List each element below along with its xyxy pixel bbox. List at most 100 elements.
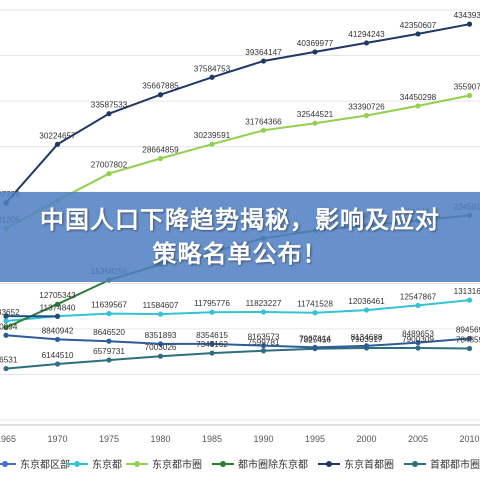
data-point — [312, 120, 318, 126]
data-label: 30224657 — [39, 131, 76, 140]
data-label: 6144510 — [42, 351, 74, 360]
data-point — [3, 318, 9, 324]
data-point — [415, 103, 421, 109]
data-label: 4343933 — [454, 11, 480, 20]
x-tick-label: 1965 — [0, 434, 16, 444]
data-point — [312, 49, 318, 55]
data-point — [466, 345, 473, 352]
legend-item: 东京都市圈 — [126, 456, 202, 471]
data-label: 7599781 — [248, 338, 280, 347]
data-label: 7003026 — [145, 343, 177, 352]
legend-label: 东京都 — [92, 460, 122, 471]
data-point — [312, 344, 318, 351]
data-point — [466, 297, 473, 303]
data-label: 894569 — [456, 325, 480, 334]
data-label: 32544521 — [297, 110, 334, 119]
legend-swatch — [318, 460, 340, 467]
data-label: 7345162 — [196, 340, 228, 349]
data-point — [54, 336, 61, 343]
legend-item: 东京首都圈 — [318, 456, 394, 471]
data-point — [3, 365, 9, 372]
data-point — [415, 340, 421, 346]
data-point — [106, 171, 112, 177]
data-label: 30239591 — [194, 131, 231, 140]
data-point — [260, 309, 267, 315]
data-point — [363, 112, 370, 119]
data-point — [54, 141, 61, 147]
series-line — [5, 94, 470, 230]
data-point — [157, 155, 164, 162]
data-label: 8840942 — [42, 326, 74, 335]
legend-label: 都市圈除东京都 — [238, 460, 308, 471]
data-label: 35667885 — [142, 82, 179, 91]
series-line — [5, 23, 470, 204]
data-point — [363, 307, 370, 313]
data-label: 11374840 — [40, 303, 76, 312]
data-label: 39364147 — [245, 48, 282, 57]
series-line — [5, 334, 470, 349]
data-label: 33587533 — [91, 101, 128, 110]
headline-title: 中国人口下降趋势揭秘，影响及应对策略名单公布！ — [40, 206, 440, 268]
data-label: 31764366 — [245, 117, 282, 126]
data-label: 8354615 — [196, 331, 228, 340]
data-label: 11741528 — [297, 300, 333, 309]
data-point — [466, 335, 473, 342]
data-point — [260, 343, 267, 349]
data-label: 7900309 — [402, 335, 434, 344]
legend-item: 东京都 — [66, 456, 122, 471]
data-point — [209, 341, 215, 347]
data-point — [106, 111, 112, 117]
legend-item: 都市圈除东京都 — [212, 456, 308, 471]
data-point — [260, 127, 267, 133]
legend-item: 首都都市圈 — [404, 456, 480, 471]
data-point — [415, 302, 421, 309]
data-label: 1313166 — [454, 287, 480, 296]
data-point — [363, 40, 370, 46]
data-label: 7903517 — [351, 335, 383, 344]
data-point — [157, 311, 164, 317]
data-point — [260, 58, 267, 64]
chart-legend: 东京都区部 东京都 东京都市圈 都市圈除东京都 东京首都圈 首都都市圈 — [0, 452, 480, 474]
data-point — [54, 361, 61, 367]
x-tick-label: 2010 — [459, 434, 479, 444]
x-tick-label: 1985 — [202, 434, 222, 444]
data-label: 7825456 — [299, 336, 331, 345]
data-point — [363, 343, 370, 349]
data-label: 37584753 — [194, 64, 231, 73]
data-point — [157, 353, 164, 359]
data-label: 12705343 — [39, 291, 76, 300]
data-label: 3559074 — [454, 82, 480, 91]
data-point — [312, 310, 318, 316]
x-tick-label: 2005 — [408, 434, 428, 444]
data-label: 28664859 — [142, 146, 179, 155]
x-tick-label: 1975 — [99, 434, 119, 444]
data-point — [3, 313, 9, 319]
series-line — [5, 299, 470, 322]
data-point — [3, 332, 9, 338]
data-point — [157, 341, 164, 347]
data-label: 34450298 — [400, 93, 437, 102]
data-label: 42350607 — [400, 21, 437, 30]
data-point — [209, 141, 215, 147]
data-label: 11584607 — [143, 301, 179, 310]
legend-label: 东京都市圈 — [152, 460, 202, 471]
data-label: 40369977 — [297, 39, 334, 48]
data-point — [415, 345, 421, 351]
legend-swatch — [404, 460, 426, 467]
data-point — [3, 324, 9, 331]
legend-item: 东京都区部 — [0, 456, 70, 471]
legend-label: 首都都市圈 — [430, 460, 480, 471]
data-point — [106, 357, 112, 363]
data-point — [260, 348, 267, 354]
x-tick-label: 1970 — [47, 434, 67, 444]
data-label: 46531 — [0, 356, 18, 365]
data-label: 33390726 — [348, 103, 385, 112]
data-label: 8134688 — [351, 333, 383, 342]
data-point — [209, 309, 215, 315]
series-line — [5, 347, 470, 370]
data-label: 11823227 — [246, 299, 282, 308]
x-tick-label: 2000 — [356, 434, 376, 444]
data-label: 833652 — [0, 308, 20, 317]
data-label: 8646520 — [93, 328, 125, 337]
